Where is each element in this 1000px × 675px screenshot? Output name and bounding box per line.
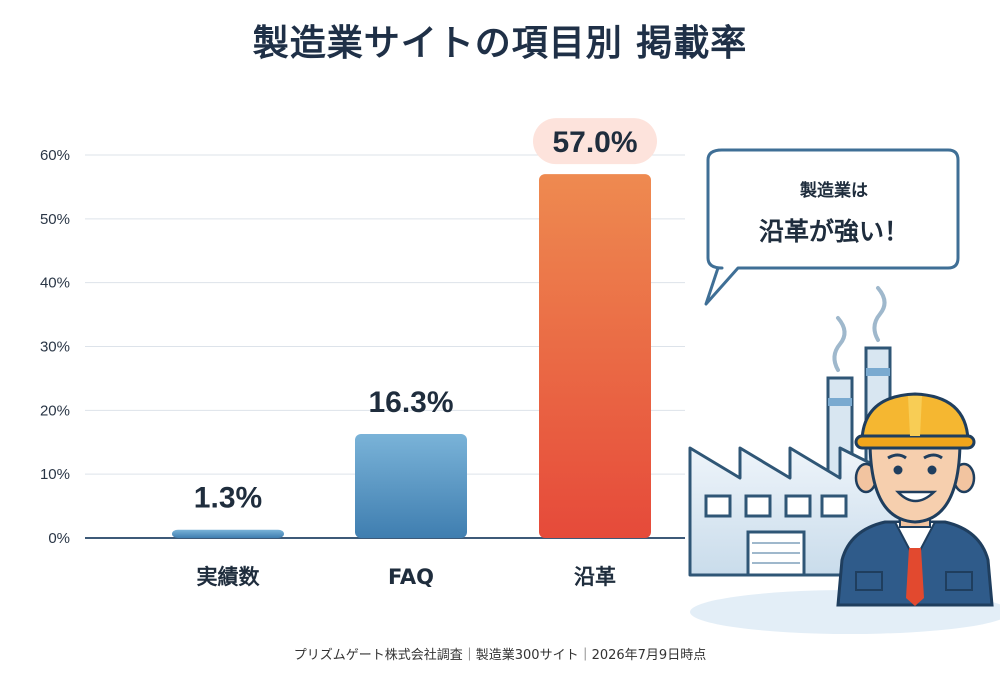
chart-title: 製造業サイトの項目別 掲載率 [252,23,748,64]
bars [172,174,651,538]
speech-bubble-icon [704,148,960,306]
worker-illustration [836,392,994,607]
highlight-label-bg [533,118,657,165]
category-label-2: 沿革 [574,565,616,589]
bar-0 [172,529,284,538]
y-tick-label: 30% [40,339,70,356]
bar-1 [355,433,467,538]
y-tick-label: 10% [40,466,70,483]
y-tick-label: 50% [40,211,70,228]
category-label-1: FAQ [388,565,434,589]
callout-line2: 沿革が強い！ [758,217,909,246]
source-footer: プリズムゲート株式会社調査｜製造業300サイト｜2026年7月9日時点 [293,648,707,663]
y-axis-ticks: 0% 10% 20% 30% 40% 50% 60% [40,147,70,547]
callout-line1: 製造業は [800,181,868,201]
data-label-1: 16.3% [368,386,453,419]
y-tick-label: 20% [40,402,70,419]
category-label-0: 実績数 [197,565,261,589]
data-label-0: 1.3% [194,482,262,515]
data-labels: 1.3% 16.3% 57.0% [194,118,657,515]
y-tick-label: 40% [40,275,70,292]
bar-2 [539,174,651,538]
category-labels: 実績数 FAQ 沿革 [197,565,617,589]
y-tick-label: 0% [48,530,70,547]
y-tick-label: 60% [40,147,70,164]
data-label-2: 57.0% [552,126,637,159]
